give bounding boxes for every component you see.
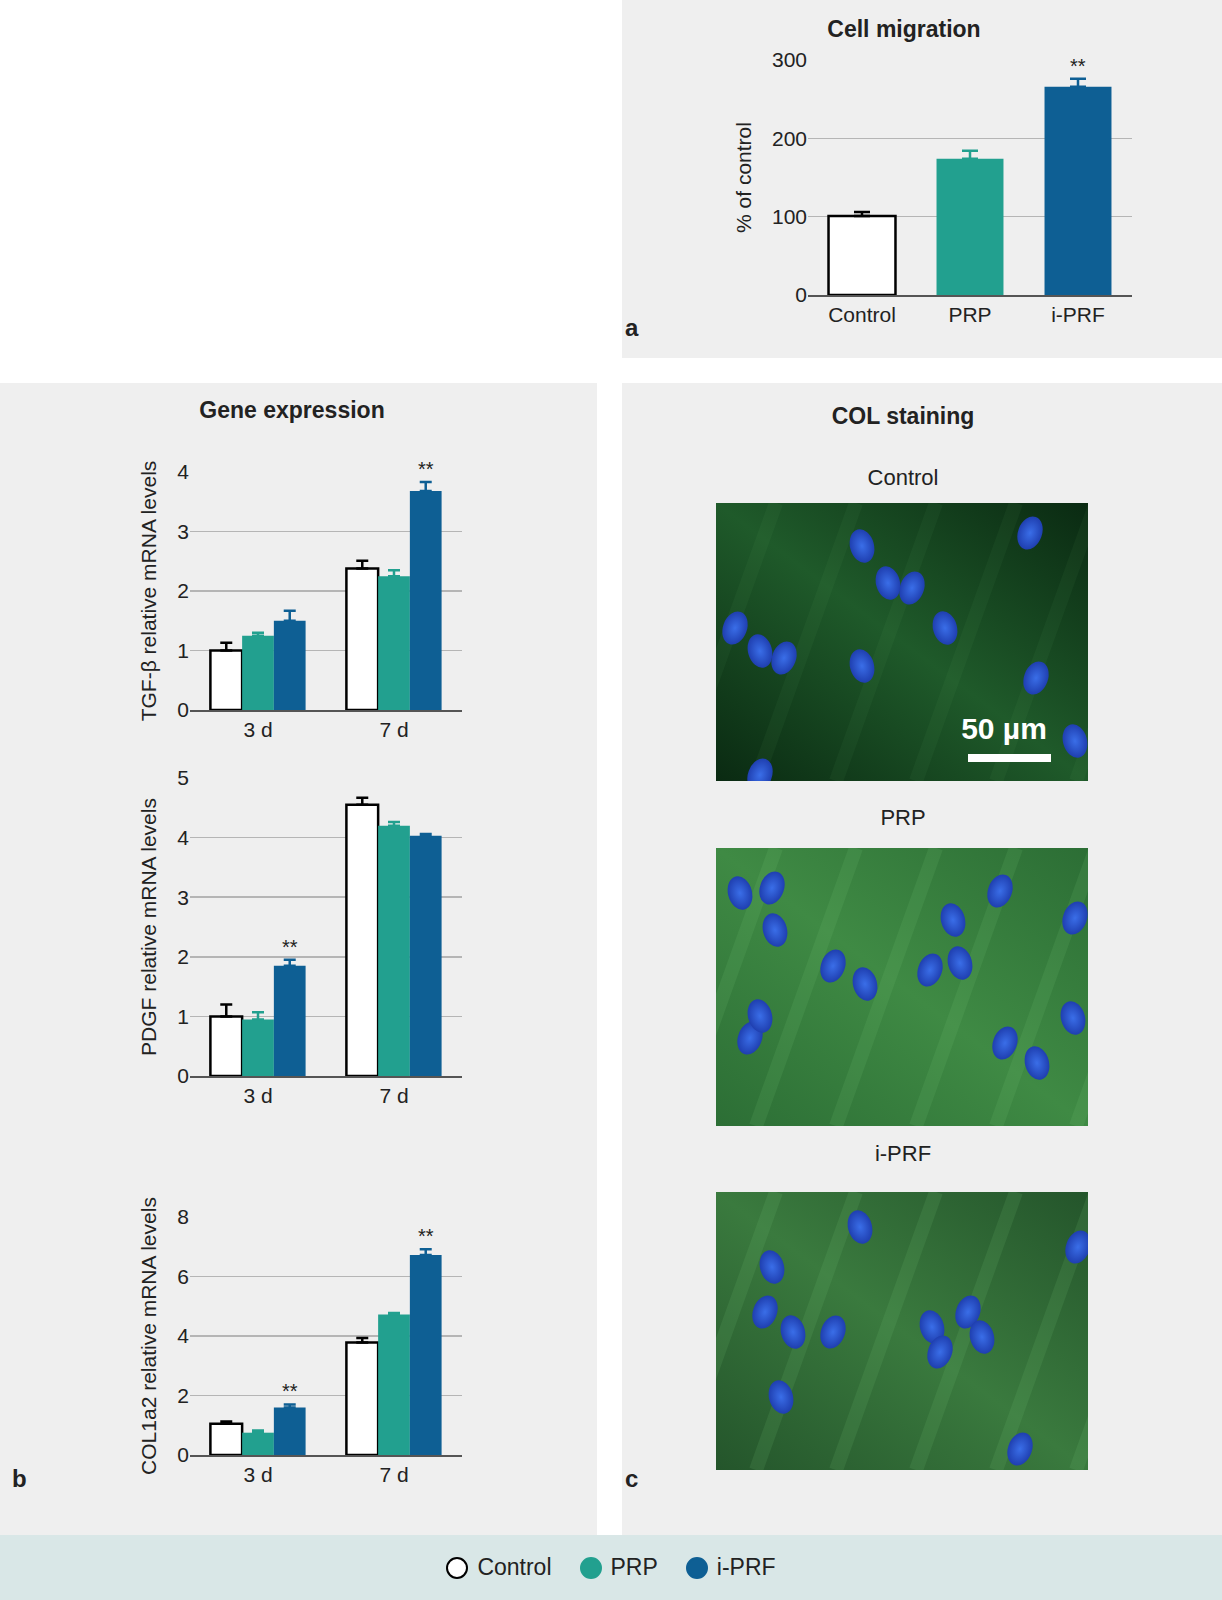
svg-text:2: 2 <box>177 579 189 602</box>
svg-text:0: 0 <box>177 1443 189 1466</box>
svg-text:**: ** <box>282 1380 298 1402</box>
svg-text:3: 3 <box>177 520 189 543</box>
html-text:Control: Control <box>477 1554 552 1580</box>
svg-text:7 d: 7 d <box>379 1463 408 1486</box>
svg-text:4: 4 <box>177 460 189 483</box>
svg-text:1: 1 <box>177 1005 189 1028</box>
html-text:Control: Control <box>867 465 939 490</box>
svg-text:1: 1 <box>177 639 189 662</box>
svg-text:5: 5 <box>177 766 189 789</box>
html-text:b: b <box>12 1465 27 1492</box>
svg-text:7 d: 7 d <box>379 718 408 741</box>
svg-text:PRP: PRP <box>948 303 991 326</box>
svg-text:4: 4 <box>177 826 189 849</box>
html-text:Gene expression: Gene expression <box>199 397 385 423</box>
svg-text:i-PRF: i-PRF <box>1051 303 1105 326</box>
svg-text:4: 4 <box>177 1324 189 1347</box>
svg-text:**: ** <box>282 936 298 958</box>
svg-text:0: 0 <box>177 1064 189 1087</box>
svg-text:2: 2 <box>177 945 189 968</box>
svg-text:% of control: % of control <box>732 122 755 233</box>
svg-text:0: 0 <box>177 698 189 721</box>
svg-text:100: 100 <box>772 205 807 228</box>
html-text:PRP: PRP <box>880 805 926 830</box>
svg-text:0: 0 <box>795 283 807 306</box>
svg-text:COL1a2 relative mRNA levels: COL1a2 relative mRNA levels <box>137 1197 160 1475</box>
svg-text:Control: Control <box>828 303 896 326</box>
svg-text:**: ** <box>1070 55 1086 77</box>
svg-text:Cell migration: Cell migration <box>827 16 980 42</box>
svg-text:3 d: 3 d <box>243 1084 272 1107</box>
svg-text:6: 6 <box>177 1265 189 1288</box>
svg-text:200: 200 <box>772 127 807 150</box>
svg-text:TGF-β relative mRNA levels: TGF-β relative mRNA levels <box>137 461 160 722</box>
svg-text:3 d: 3 d <box>243 1463 272 1486</box>
svg-text:PDGF relative mRNA levels: PDGF relative mRNA levels <box>137 798 160 1056</box>
svg-text:50 µm: 50 µm <box>961 712 1047 745</box>
html-text:c: c <box>625 1465 639 1492</box>
html-text:i-PRF: i-PRF <box>716 1554 776 1580</box>
html-text:PRP: PRP <box>610 1554 658 1580</box>
html-text:a: a <box>625 314 639 341</box>
svg-text:300: 300 <box>772 48 807 71</box>
svg-text:**: ** <box>418 458 434 480</box>
svg-text:3 d: 3 d <box>243 718 272 741</box>
svg-text:**: ** <box>418 1225 434 1247</box>
svg-text:7 d: 7 d <box>379 1084 408 1107</box>
svg-text:2: 2 <box>177 1384 189 1407</box>
html-text:COL staining: COL staining <box>831 403 975 429</box>
svg-text:3: 3 <box>177 886 189 909</box>
html-text:i-PRF: i-PRF <box>874 1141 932 1166</box>
svg-text:8: 8 <box>177 1205 189 1228</box>
